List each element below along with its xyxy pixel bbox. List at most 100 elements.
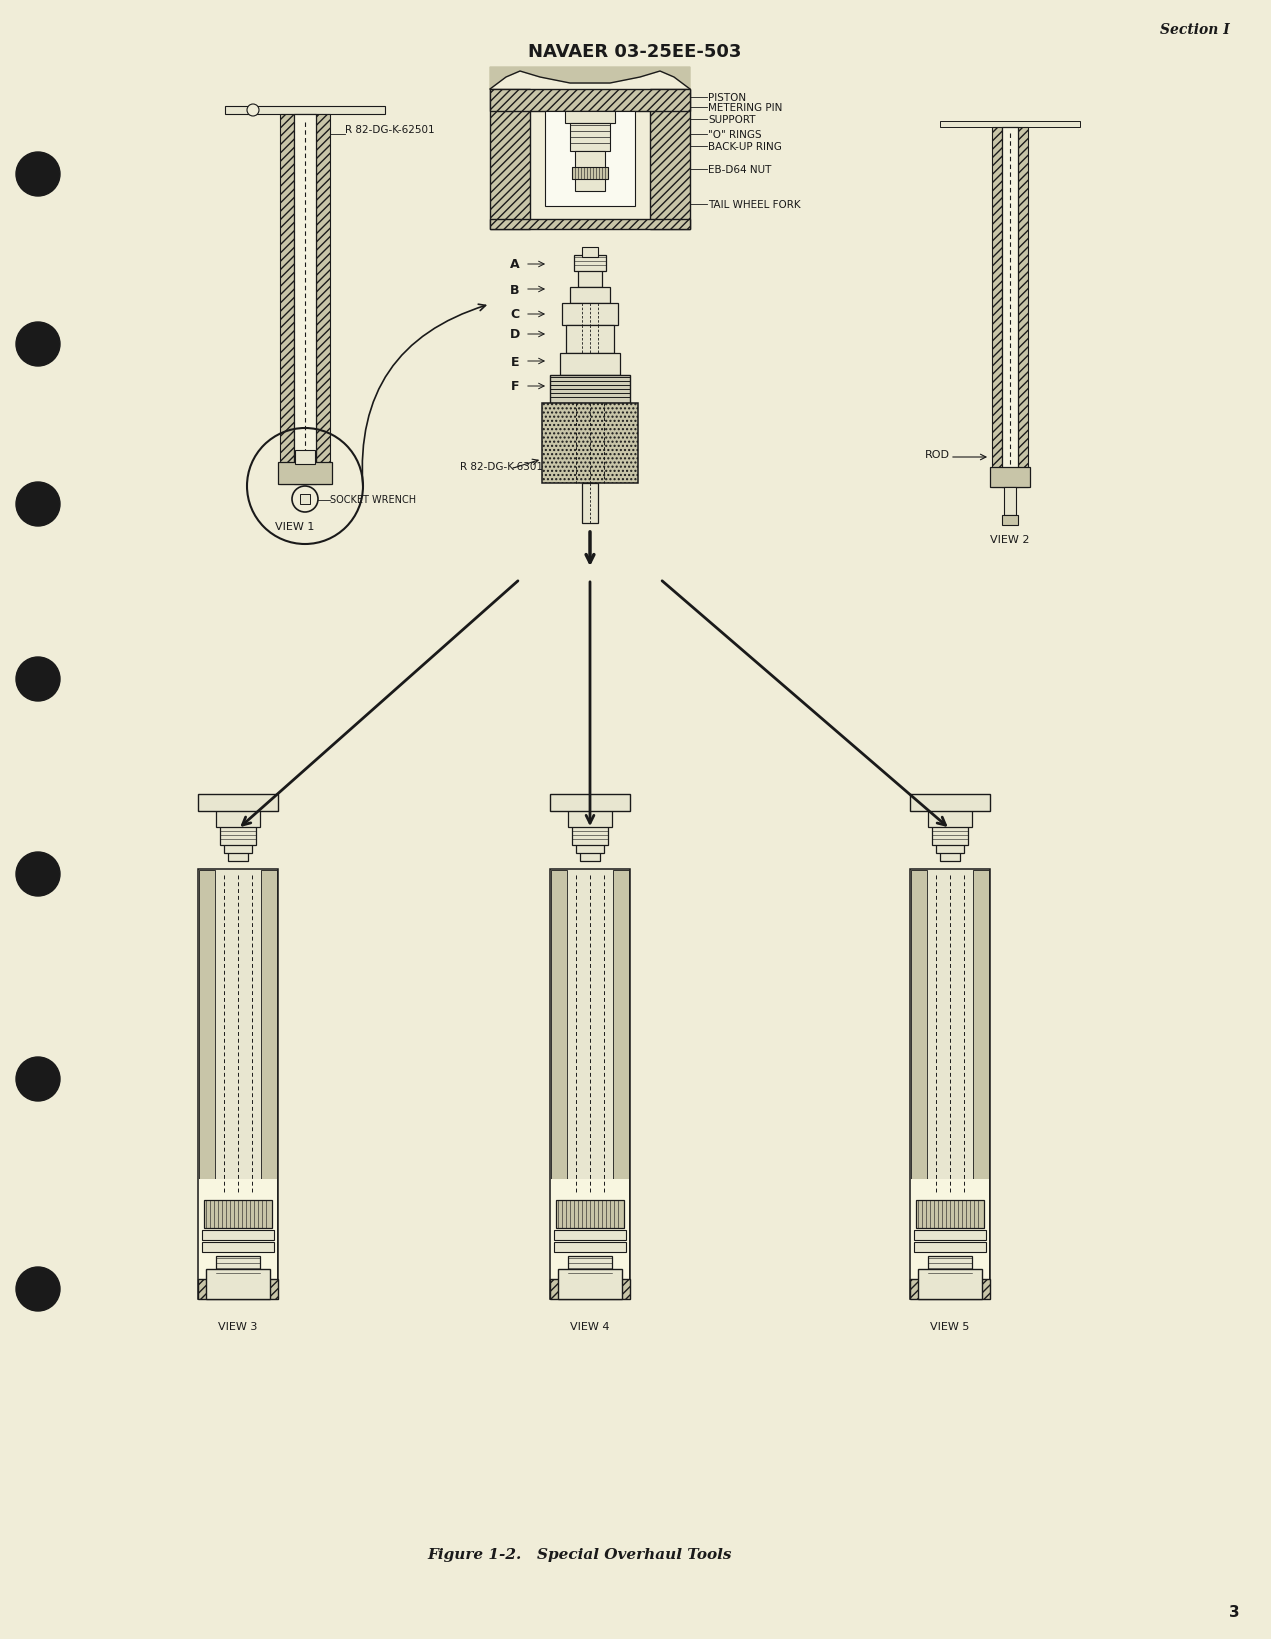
- Text: D: D: [510, 328, 520, 341]
- Text: Section I: Section I: [1160, 23, 1230, 38]
- Bar: [224, 844, 252, 854]
- Text: NAVAER 03-25EE-503: NAVAER 03-25EE-503: [529, 43, 742, 61]
- Bar: [202, 1231, 275, 1241]
- Bar: [566, 326, 614, 354]
- Bar: [555, 1200, 624, 1228]
- Text: VIEW 4: VIEW 4: [571, 1321, 610, 1331]
- Bar: [225, 107, 385, 115]
- Bar: [649, 90, 690, 229]
- Bar: [261, 870, 277, 1298]
- Bar: [550, 869, 630, 1300]
- Bar: [910, 869, 990, 1300]
- Text: PISTON: PISTON: [708, 93, 746, 103]
- Bar: [550, 795, 630, 811]
- Bar: [911, 1178, 989, 1300]
- Bar: [910, 795, 990, 811]
- Bar: [1018, 128, 1028, 488]
- Text: VIEW 3: VIEW 3: [219, 1321, 258, 1331]
- Text: A: A: [510, 259, 520, 272]
- Bar: [491, 220, 690, 229]
- Bar: [574, 152, 605, 192]
- Bar: [991, 128, 1002, 488]
- Bar: [932, 826, 969, 846]
- Bar: [1004, 488, 1016, 516]
- Bar: [918, 1269, 982, 1300]
- Text: B: B: [510, 284, 520, 297]
- Bar: [941, 852, 960, 862]
- Text: VIEW 5: VIEW 5: [930, 1321, 970, 1331]
- Bar: [562, 303, 618, 326]
- Bar: [554, 1231, 627, 1241]
- Text: VIEW 2: VIEW 2: [990, 534, 1030, 544]
- Bar: [569, 288, 610, 303]
- Bar: [935, 844, 963, 854]
- Bar: [300, 495, 310, 505]
- Bar: [550, 375, 630, 403]
- Text: R 82-DG-K-62501: R 82-DG-K-62501: [344, 125, 435, 134]
- Bar: [580, 852, 600, 862]
- Circle shape: [247, 105, 259, 116]
- Bar: [295, 451, 315, 465]
- Bar: [928, 810, 972, 828]
- Bar: [294, 115, 316, 485]
- Bar: [911, 870, 927, 1298]
- Bar: [914, 1242, 986, 1252]
- Bar: [974, 870, 989, 1298]
- Circle shape: [17, 484, 60, 526]
- Bar: [566, 111, 615, 125]
- FancyArrowPatch shape: [362, 305, 486, 487]
- Bar: [561, 354, 620, 375]
- Text: EB-D64 NUT: EB-D64 NUT: [708, 166, 771, 175]
- Bar: [200, 870, 215, 1298]
- Bar: [216, 810, 261, 828]
- Bar: [552, 870, 567, 1298]
- Bar: [572, 826, 608, 846]
- Bar: [261, 870, 277, 1298]
- Bar: [552, 870, 567, 1298]
- Text: F: F: [511, 380, 520, 393]
- Text: C: C: [511, 308, 520, 321]
- Bar: [554, 1242, 627, 1252]
- Bar: [568, 810, 613, 828]
- Text: TAIL WHEEL FORK: TAIL WHEEL FORK: [708, 200, 801, 210]
- Bar: [491, 90, 530, 229]
- Bar: [1002, 128, 1018, 488]
- Bar: [550, 1278, 630, 1300]
- Bar: [568, 1257, 613, 1278]
- Bar: [278, 462, 332, 485]
- Bar: [574, 256, 606, 272]
- Text: ROD: ROD: [925, 449, 949, 459]
- Circle shape: [17, 323, 60, 367]
- Text: SUPPORT: SUPPORT: [708, 115, 755, 125]
- Polygon shape: [491, 67, 690, 90]
- Bar: [198, 869, 278, 1300]
- Bar: [914, 1231, 986, 1241]
- Circle shape: [17, 852, 60, 897]
- Bar: [582, 484, 597, 524]
- Bar: [202, 1242, 275, 1252]
- Bar: [974, 870, 989, 1298]
- Bar: [280, 115, 294, 485]
- Circle shape: [17, 1057, 60, 1101]
- Bar: [198, 795, 278, 811]
- Bar: [491, 90, 690, 111]
- Bar: [576, 844, 604, 854]
- Bar: [911, 870, 927, 1298]
- Bar: [206, 1269, 269, 1300]
- Bar: [205, 1200, 272, 1228]
- Text: E: E: [511, 356, 520, 369]
- Bar: [198, 1278, 278, 1300]
- Bar: [200, 1178, 277, 1300]
- Bar: [558, 1269, 622, 1300]
- Text: METERING PIN: METERING PIN: [708, 103, 783, 113]
- Bar: [572, 167, 608, 180]
- Text: 3: 3: [1229, 1605, 1240, 1619]
- Circle shape: [17, 152, 60, 197]
- Bar: [990, 467, 1030, 488]
- Bar: [613, 870, 629, 1298]
- Text: VIEW 1: VIEW 1: [276, 521, 315, 531]
- Bar: [928, 1257, 972, 1278]
- Bar: [545, 111, 636, 207]
- Bar: [578, 270, 602, 288]
- Bar: [316, 115, 330, 485]
